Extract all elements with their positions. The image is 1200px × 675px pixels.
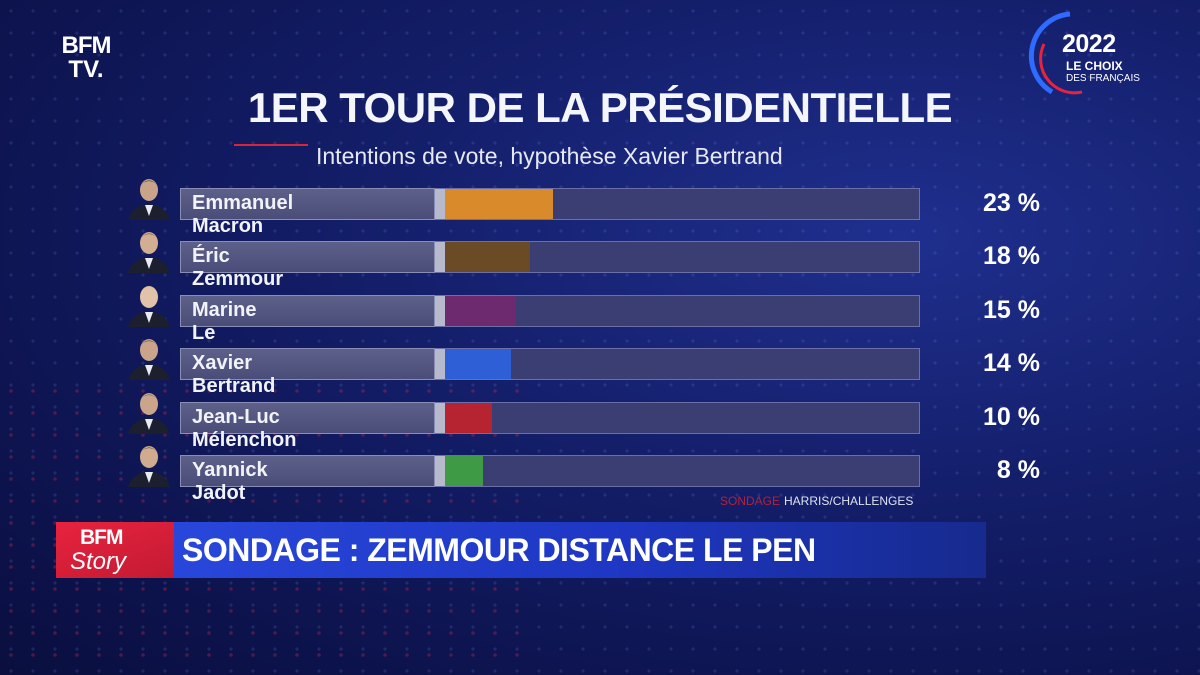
chart-title: 1ER TOUR DE LA PRÉSIDENTIELLE — [247, 84, 953, 131]
bar — [445, 242, 530, 273]
story-logo-line1: BFM — [80, 526, 123, 549]
bar — [445, 295, 516, 326]
candidate-avatar — [124, 439, 174, 487]
story-logo-line2: Story — [70, 548, 127, 575]
source-text: HARRIS/CHALLENGES — [784, 494, 914, 508]
candidate-label-box — [180, 348, 435, 381]
bar-value-label: 15 % — [983, 295, 1040, 324]
bfmtv-logo: BFM TV. — [54, 34, 118, 82]
badge-line1: LE CHOIX — [1066, 59, 1123, 73]
bar — [445, 402, 492, 433]
headline-banner — [56, 522, 986, 578]
bar-start-marker — [435, 456, 445, 486]
candidate-label-box — [180, 455, 435, 487]
bfmtv-logo-line2: TV. — [68, 56, 104, 83]
candidate-avatar — [124, 386, 174, 434]
badge-year: 2022 — [1062, 30, 1116, 58]
candidate-name: Yannick Jadot — [192, 459, 268, 504]
candidate-name: Éric Zemmour — [192, 245, 284, 291]
bfm-story-logo: BFM Story — [56, 522, 174, 578]
bar-start-marker — [435, 295, 445, 326]
candidate-label-box — [180, 188, 435, 220]
candidate-label-box — [180, 294, 435, 327]
bar — [445, 456, 483, 486]
bar-value-label: 10 % — [983, 402, 1040, 431]
candidate-name: Xavier Bertrand — [192, 352, 276, 398]
candidate-avatar — [124, 172, 174, 220]
source-label: SONDAGE — [720, 494, 781, 508]
badge-line2: DES FRANÇAIS — [1066, 73, 1140, 84]
subtitle-accent-line — [234, 144, 308, 146]
bfmtv-logo-line1: BFM — [61, 32, 112, 59]
bar-start-marker — [435, 349, 445, 380]
bar — [445, 349, 511, 380]
candidate-avatar — [124, 225, 174, 274]
bar-start-marker — [435, 242, 445, 273]
chart-subtitle: Intentions de vote, hypothèse Xavier Ber… — [316, 143, 783, 169]
candidate-avatar — [124, 332, 174, 381]
candidate-label-box — [180, 241, 435, 274]
candidate-label-box — [180, 401, 435, 434]
candidate-avatar — [124, 279, 174, 327]
bar-value-label: 18 % — [983, 242, 1040, 271]
candidate-name: Emmanuel Macron — [192, 192, 294, 237]
bar-start-marker — [435, 189, 445, 219]
bar — [445, 189, 554, 219]
bar-value-label: 14 % — [983, 349, 1040, 378]
headline-text: SONDAGE : ZEMMOUR DISTANCE LE PEN — [182, 532, 816, 568]
bar-start-marker — [435, 402, 445, 433]
election-2022-badge: 2022 LE CHOIX DES FRANÇAIS — [1022, 4, 1162, 104]
candidate-name: Jean-Luc Mélenchon — [192, 405, 297, 451]
source-note: SONDAGE HARRIS/CHALLENGES — [720, 494, 913, 508]
badge-ring-icon — [1028, 11, 1083, 95]
bar-value-label: 23 % — [983, 189, 1040, 217]
bar-value-label: 8 % — [996, 456, 1040, 484]
